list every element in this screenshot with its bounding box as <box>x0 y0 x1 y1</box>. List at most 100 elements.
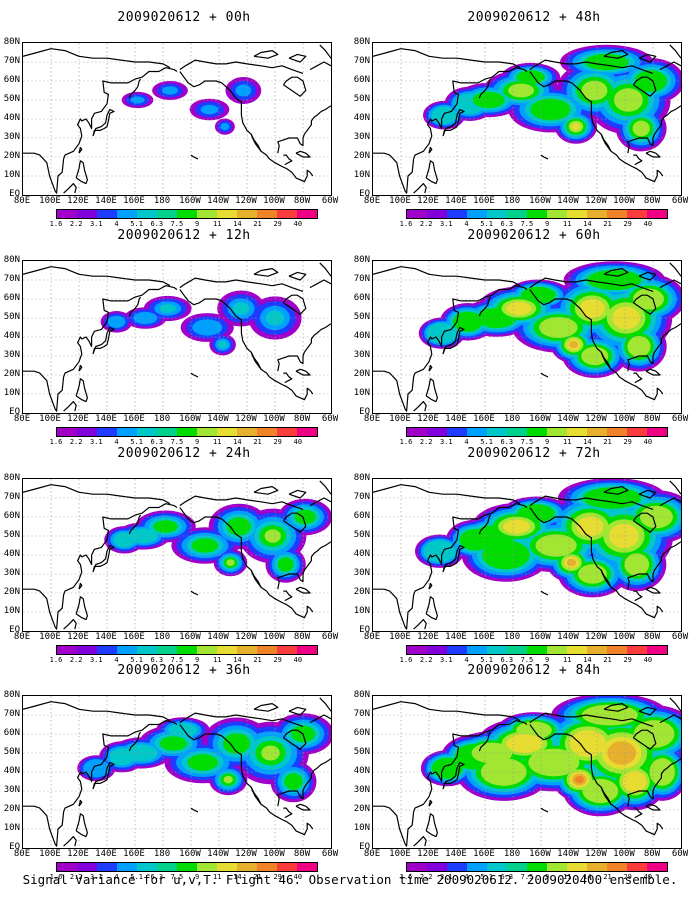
map-plot <box>373 261 681 413</box>
longitude-label: 60W <box>671 414 689 424</box>
colorbar-tick-label: 5.1 <box>480 220 493 228</box>
latitude-label: 70N <box>353 56 370 66</box>
colorbar-tick-label: 1.6 <box>49 438 63 446</box>
longitude-label: 120W <box>585 196 607 206</box>
colorbar-tick-label: 29 <box>273 220 282 228</box>
colorbar-tick-label: 6.3 <box>150 873 164 881</box>
longitude-label: 160W <box>179 632 201 642</box>
longitude-label: 100W <box>263 632 285 642</box>
longitude-label: 140E <box>95 632 117 642</box>
colorbar-tick-label: 14 <box>233 873 242 881</box>
colorbar-tick-label: 2.2 <box>69 656 83 664</box>
colorbar-swatch <box>257 646 277 654</box>
coastlines <box>373 262 681 412</box>
signal-variance-shading <box>100 290 302 356</box>
longitude-label: 120E <box>67 414 89 424</box>
map-gridlines <box>373 479 681 631</box>
colorbar-swatch <box>97 646 117 654</box>
map-plot <box>23 261 331 413</box>
longitude-label: 140W <box>207 196 229 206</box>
latitude-label: 10N <box>353 170 370 180</box>
latitude-label: 50N <box>353 530 370 540</box>
map-plot <box>23 696 331 848</box>
latitude-label: 70N <box>3 492 20 502</box>
colorbar-swatch <box>277 210 297 218</box>
latitude-label: 10N <box>353 823 370 833</box>
latitude-label: 60N <box>353 293 370 303</box>
longitude-label: 60W <box>671 632 689 642</box>
longitude-label: 140W <box>557 196 579 206</box>
colorbar-tick-label: 11 <box>213 873 222 881</box>
longitude-label: 60W <box>321 196 339 206</box>
colorbar-swatch <box>527 646 547 654</box>
colorbar-swatch <box>297 428 317 436</box>
latitude-label: 30N <box>3 568 20 578</box>
latitude-label: 10N <box>3 823 20 833</box>
colorbar-tick-label: 3.1 <box>439 220 453 228</box>
longitude-label: 60W <box>671 196 689 206</box>
colorbar-tick-label: 4 <box>114 438 119 446</box>
longitude-label: 140W <box>207 414 229 424</box>
colorbar-tick-label: 9 <box>194 656 200 664</box>
latitude-label: 30N <box>353 785 370 795</box>
map-gridlines <box>373 696 681 848</box>
longitude-label: 100W <box>613 632 635 642</box>
latitude-label: 10N <box>3 388 20 398</box>
colorbar-tick-label: 6.3 <box>500 873 514 881</box>
colorbar-swatch <box>257 863 277 871</box>
colorbar-swatch <box>237 210 257 218</box>
latitude-label: 30N <box>3 785 20 795</box>
colorbar-swatch <box>547 863 567 871</box>
colorbar-swatch <box>157 863 177 871</box>
colorbar-tick-label: 4 <box>114 656 119 664</box>
colorbar-tick-label: 1.6 <box>399 873 413 881</box>
longitude-label: 120E <box>417 849 439 859</box>
latitude-label: 20N <box>3 804 20 814</box>
colorbar <box>406 862 668 872</box>
longitude-label: 160E <box>123 632 145 642</box>
colorbar-tick-label: 21 <box>603 220 612 228</box>
latitude-label: 70N <box>3 56 20 66</box>
colorbar-tick-label: 2.2 <box>419 656 433 664</box>
colorbar-tick-label: 6.3 <box>500 656 514 664</box>
longitude-label: 60W <box>671 849 689 859</box>
colorbar-tick-label: 5.1 <box>130 656 143 664</box>
colorbar-swatch <box>527 428 547 436</box>
longitude-label: 80W <box>293 196 311 206</box>
latitude-label: 10N <box>3 170 20 180</box>
longitude-label: 140E <box>445 632 467 642</box>
colorbar-swatch <box>237 863 257 871</box>
latitude-label: EQ <box>9 189 20 199</box>
longitude-label: 120E <box>67 632 89 642</box>
panel-title: 2009020612 + 48h <box>467 10 601 25</box>
longitude-label: 120E <box>417 632 439 642</box>
colorbar-swatch <box>257 428 277 436</box>
latitude-label: 50N <box>3 312 20 322</box>
longitude-label: 120E <box>417 414 439 424</box>
colorbar-tick-label: 7.5 <box>170 873 184 881</box>
colorbar-swatch <box>487 210 507 218</box>
latitude-label: 30N <box>353 350 370 360</box>
longitude-label: 140E <box>445 849 467 859</box>
colorbar-swatch <box>427 210 447 218</box>
map-gridlines <box>373 261 681 413</box>
colorbar-tick-label: 14 <box>233 220 242 228</box>
colorbar-swatch <box>567 646 587 654</box>
latitude-label: 50N <box>3 747 20 757</box>
latitude-label: EQ <box>9 842 20 852</box>
colorbar <box>406 209 668 219</box>
colorbar-tick-label: 1.6 <box>399 220 413 228</box>
latitude-label: 70N <box>353 492 370 502</box>
longitude-label: 160W <box>179 414 201 424</box>
colorbar-swatch <box>587 646 607 654</box>
colorbar-tick-label: 7.5 <box>170 438 184 446</box>
colorbar-tick-label: 29 <box>273 656 282 664</box>
longitude-label: 80W <box>293 632 311 642</box>
latitude-label: 20N <box>353 587 370 597</box>
colorbar-swatch <box>507 210 527 218</box>
longitude-label: 80E <box>363 632 381 642</box>
colorbar-swatch <box>607 428 627 436</box>
longitude-label: 100E <box>39 196 61 206</box>
colorbar-tick-label: 1.6 <box>49 656 63 664</box>
map-panel <box>372 42 682 196</box>
